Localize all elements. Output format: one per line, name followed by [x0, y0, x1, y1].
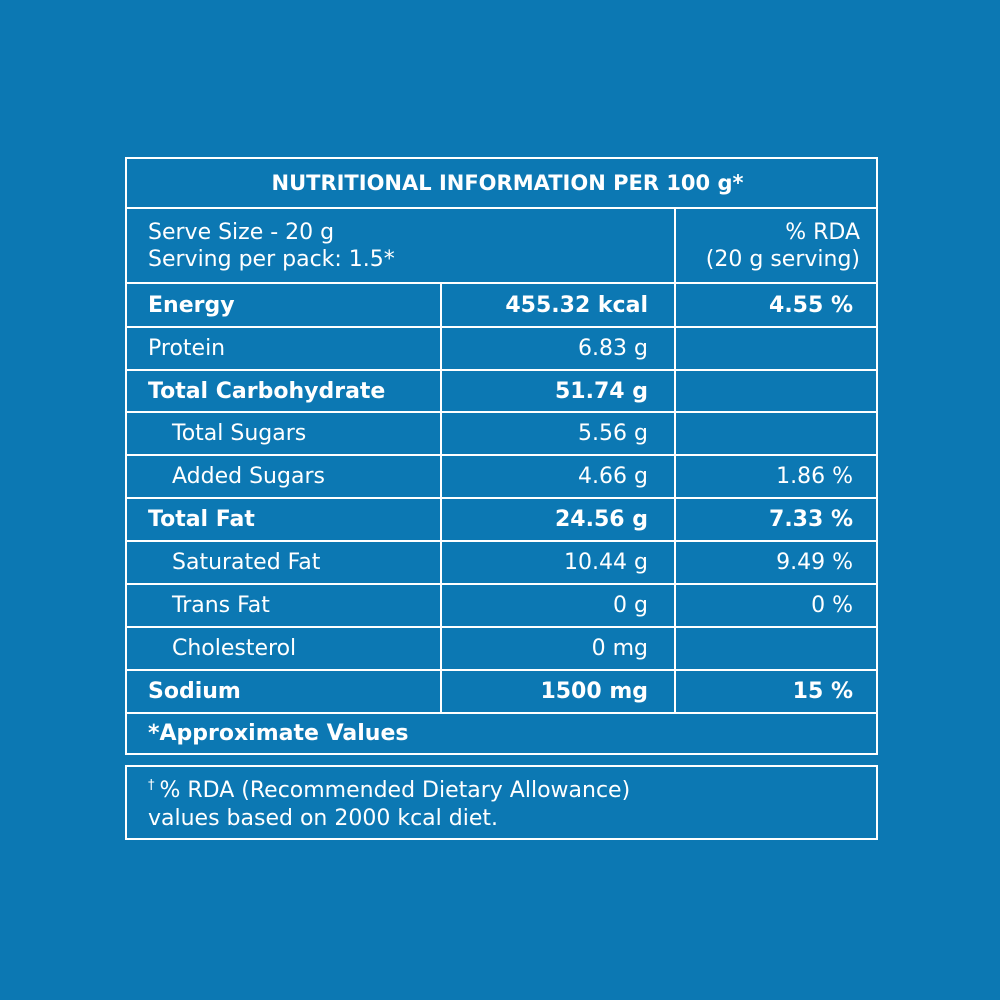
nutrient-amount: 4.66 g: [578, 464, 648, 489]
table-row: Cholesterol 0 mg: [127, 628, 876, 671]
nutrient-label: Protein: [148, 336, 226, 361]
footnote-row: *Approximate Values: [127, 714, 876, 753]
nutrient-label: Total Carbohydrate: [148, 378, 386, 404]
table-row: Energy 455.32 kcal 4.55 %: [127, 284, 876, 328]
nutrient-rda: 1.86 %: [776, 464, 853, 489]
nutrient-amount: 1500 mg: [540, 679, 648, 704]
rda-header: % RDA (20 g serving): [674, 209, 876, 282]
nutrient-amount: 10.44 g: [564, 550, 648, 575]
table-row: Total Carbohydrate 51.74 g: [127, 371, 876, 413]
dagger-mark: †: [148, 778, 155, 793]
nutrient-label: Trans Fat: [172, 593, 270, 618]
rda-header-serving: (20 g serving): [705, 246, 860, 272]
nutrient-label: Energy: [148, 292, 235, 318]
rda-note-line-2: values based on 2000 kcal diet.: [148, 806, 498, 831]
nutrient-amount: 6.83 g: [578, 336, 648, 361]
serve-size: Serve Size - 20 g: [148, 219, 335, 245]
rda-header-title: % RDA: [785, 219, 860, 245]
rda-note-box: † % RDA (Recommended Dietary Allowance) v…: [125, 765, 878, 840]
table-row: Added Sugars 4.66 g 1.86 %: [127, 456, 876, 499]
nutrient-amount: 0 g: [613, 593, 648, 618]
nutrient-amount: 24.56 g: [555, 507, 648, 532]
table-title-row: NUTRITIONAL INFORMATION PER 100 g*: [127, 159, 876, 209]
nutrient-label: Sodium: [148, 679, 241, 704]
serving-info: Serve Size - 20 g Serving per pack: 1.5*: [127, 209, 674, 282]
serving-info-row: Serve Size - 20 g Serving per pack: 1.5*…: [127, 209, 876, 284]
nutrient-label: Saturated Fat: [172, 550, 321, 575]
nutrient-rda: 7.33 %: [769, 507, 853, 532]
nutrition-table: NUTRITIONAL INFORMATION PER 100 g* Serve…: [125, 157, 878, 755]
nutrient-rda: 0 %: [811, 593, 853, 618]
table-row: Total Fat 24.56 g 7.33 %: [127, 499, 876, 542]
table-title: NUTRITIONAL INFORMATION PER 100 g*: [271, 171, 744, 195]
servings-per-pack: Serving per pack: 1.5*: [148, 246, 395, 272]
table-row: Sodium 1500 mg 15 %: [127, 671, 876, 714]
approximate-values-note: *Approximate Values: [148, 721, 409, 746]
nutrient-amount: 5.56 g: [578, 421, 648, 446]
table-row: Protein 6.83 g: [127, 328, 876, 371]
table-row: Saturated Fat 10.44 g 9.49 %: [127, 542, 876, 585]
rda-note-line-1: † % RDA (Recommended Dietary Allowance): [148, 772, 876, 805]
nutrient-rda: 9.49 %: [776, 550, 853, 575]
table-row: Total Sugars 5.56 g: [127, 413, 876, 456]
nutrient-rda: 15 %: [792, 679, 853, 704]
nutrient-label: Total Sugars: [172, 421, 307, 446]
nutrient-label: Cholesterol: [172, 636, 297, 661]
nutrient-amount: 0 mg: [591, 636, 648, 661]
table-row: Trans Fat 0 g 0 %: [127, 585, 876, 628]
nutrient-label: Added Sugars: [172, 464, 325, 489]
nutrient-amount: 51.74 g: [555, 378, 648, 404]
nutrient-label: Total Fat: [148, 507, 255, 532]
rda-definition: % RDA (Recommended Dietary Allowance): [159, 778, 631, 803]
nutrient-amount: 455.32 kcal: [505, 292, 648, 318]
nutrient-rda: 4.55 %: [769, 292, 853, 318]
